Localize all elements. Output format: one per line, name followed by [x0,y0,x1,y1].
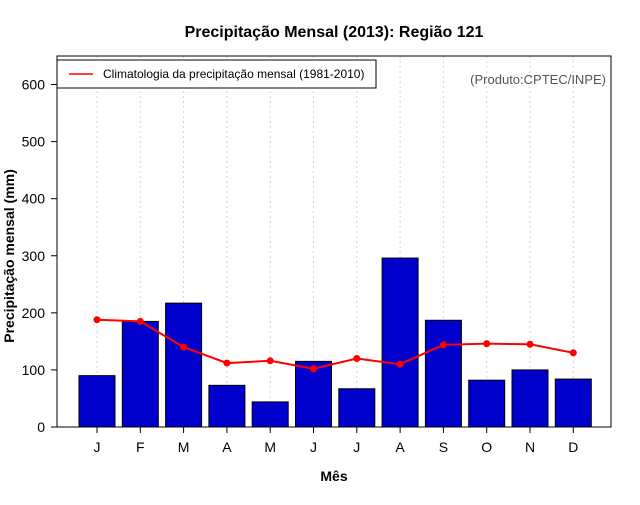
x-tick-label-0: J [94,439,101,455]
plot-frame [56,55,612,428]
bar-5 [295,360,332,428]
x-tick-label-8: S [439,439,448,455]
bar-3 [208,384,246,428]
climatology-point-1 [136,317,144,325]
bar-2 [165,302,203,428]
climatology-point-4 [266,357,274,365]
climatology-point-11 [569,349,577,357]
x-tick-label-6: J [353,439,360,455]
x-tick-label-11: D [568,439,578,455]
legend-box [56,59,377,89]
bars [78,257,592,428]
x-tick-label-7: A [395,439,405,455]
y-axis-title: Precipitação mensal (mm) [1,169,17,343]
climatology-point-10 [526,340,534,348]
bar-11 [554,378,592,428]
x-tick-label-1: F [136,439,145,455]
y-tick-label-5: 500 [22,134,46,150]
bar-6 [338,388,376,428]
climatology-line [93,316,577,373]
x-tick-label-4: M [264,439,276,455]
bar-0 [78,375,116,428]
x-tick-label-3: A [222,439,232,455]
bar-10 [511,369,549,428]
bar-8 [424,319,462,428]
climatology-point-0 [93,316,101,324]
climatology-point-8 [439,341,447,349]
credit-text: (Produto:CPTEC/INPE) [470,72,606,87]
bar-4 [251,401,289,428]
climatology-point-6 [353,355,361,363]
chart-title: Precipitação Mensal (2013): Região 121 [185,24,484,41]
x-tick-label-5: J [310,439,317,455]
y-tick-label-0: 0 [37,419,45,435]
bar-7 [381,257,419,428]
y-tick-label-2: 200 [22,305,46,321]
legend-label: Climatologia da precipitação mensal (198… [103,67,364,81]
y-tick-label-6: 600 [22,77,46,93]
climatology-point-9 [483,340,491,348]
bar-9 [468,379,506,428]
x-tick-label-9: O [481,439,492,455]
climatology-point-7 [396,360,404,368]
grid [96,56,574,427]
climatology-point-2 [180,343,188,351]
x-axis-title: Mês [320,468,347,484]
y-tick-label-3: 300 [22,248,46,264]
x-tick-label-10: N [525,439,535,455]
climatology-point-5 [310,365,317,373]
y-tick-label-4: 400 [22,191,46,207]
y-tick-label-1: 100 [22,362,46,378]
legend: Climatologia da precipitação mensal (198… [56,59,377,89]
x-tick-label-2: M [178,439,190,455]
climatology-point-3 [223,359,231,367]
bar-1 [121,320,159,428]
climatology-polyline [96,318,574,370]
